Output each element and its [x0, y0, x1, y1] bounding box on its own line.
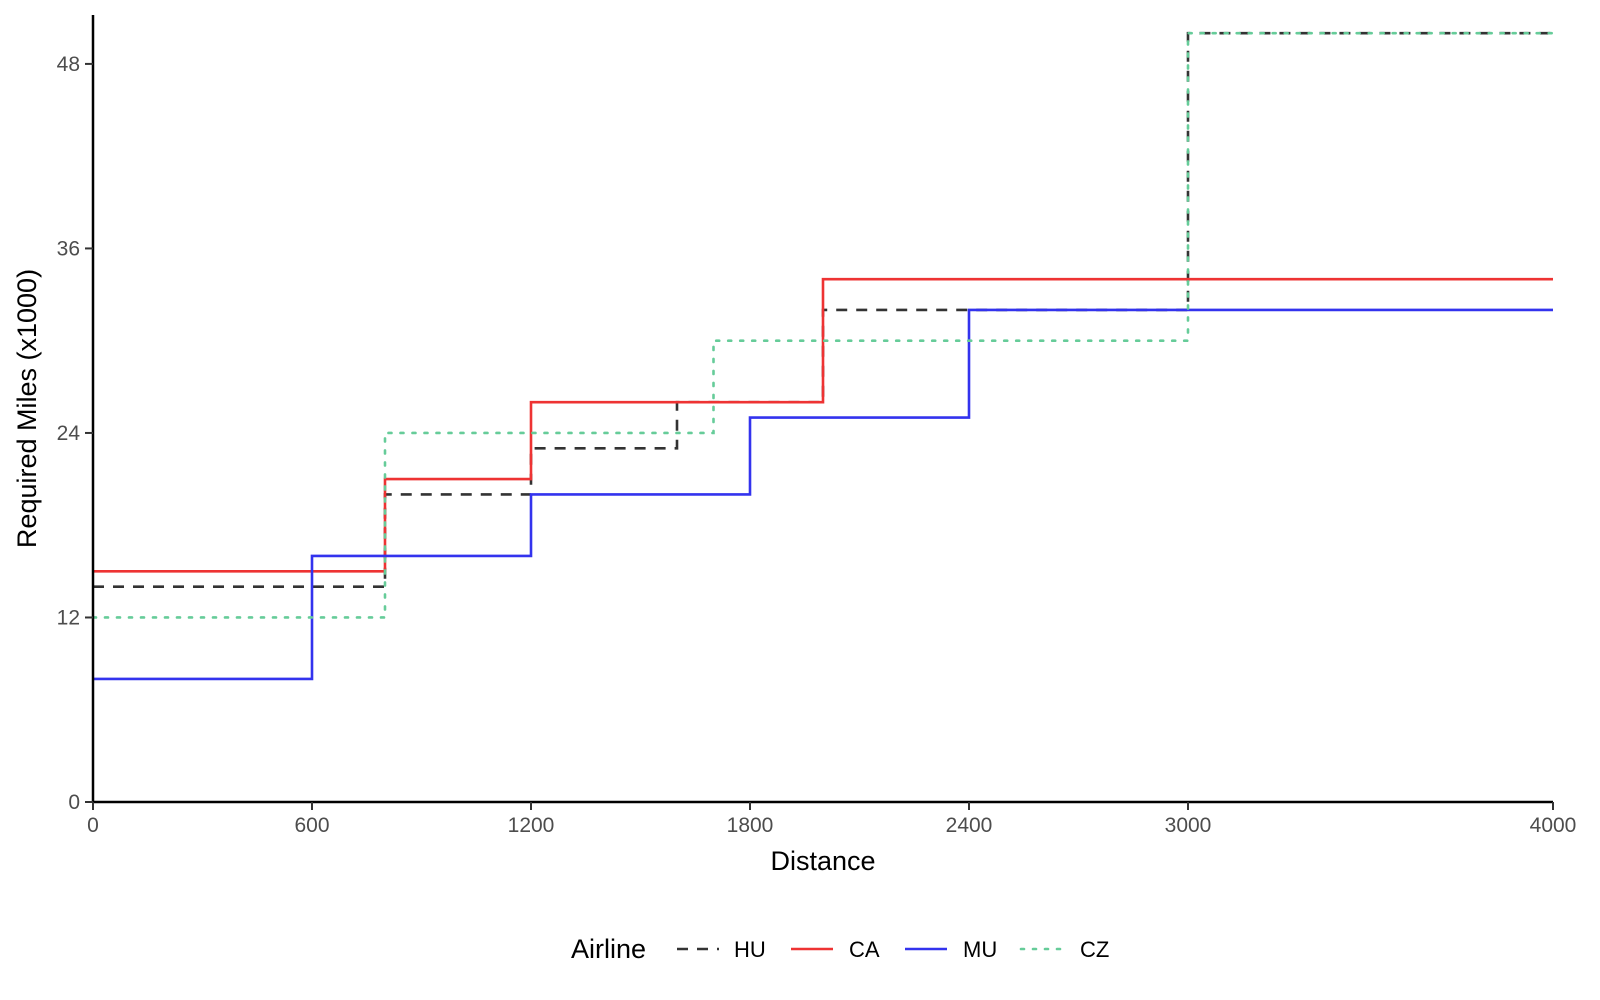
legend-label-cz: CZ [1080, 937, 1109, 962]
y-tick-label: 12 [57, 606, 80, 629]
y-tick-label: 0 [68, 791, 80, 814]
y-tick-label: 24 [57, 422, 81, 445]
x-tick-label: 3000 [1165, 814, 1212, 837]
legend-title: Airline [571, 934, 646, 964]
x-tick-label: 0 [87, 814, 99, 837]
y-ticks: 0 12 24 36 48 [57, 53, 93, 814]
legend: Airline HU CA MU CZ [571, 934, 1109, 964]
x-tick-label: 1200 [508, 814, 555, 837]
y-tick-label: 48 [57, 53, 80, 76]
x-tick-label: 1800 [727, 814, 774, 837]
series-line-cz [91, 31, 1555, 619]
x-axis-title: Distance [770, 846, 875, 876]
y-axis-title: Required Miles (x1000) [12, 269, 42, 548]
x-tick-label: 600 [294, 814, 329, 837]
x-tick-label: 2400 [946, 814, 993, 837]
x-ticks: 0 600 1200 1800 2400 3000 4000 [87, 802, 1576, 837]
legend-label-ca: CA [849, 937, 880, 962]
x-tick-label: 4000 [1530, 814, 1577, 837]
series-line-ca [93, 277, 1553, 573]
y-tick-label: 36 [57, 237, 80, 260]
axes-layer [91, 15, 1553, 804]
legend-label-mu: MU [963, 937, 997, 962]
legend-items: HU CA MU CZ [677, 937, 1109, 962]
legend-label-hu: HU [734, 937, 766, 962]
series-layer [91, 31, 1555, 681]
